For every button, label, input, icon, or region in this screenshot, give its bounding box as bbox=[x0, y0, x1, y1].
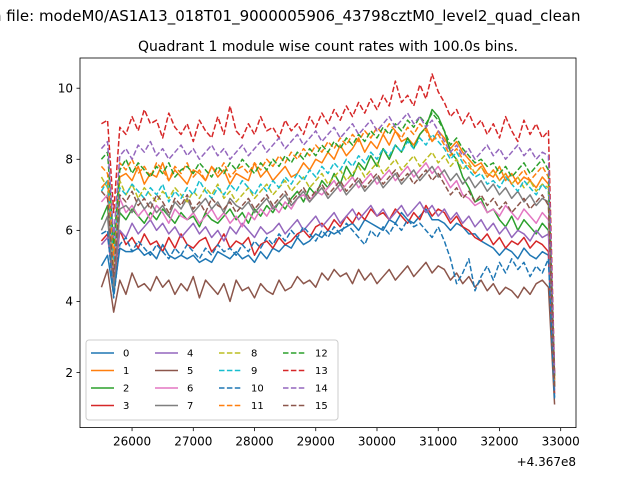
legend-label-4: 4 bbox=[187, 349, 193, 360]
legend-label-8: 8 bbox=[251, 349, 257, 360]
series-line-9 bbox=[100, 133, 556, 377]
legend-label-0: 0 bbox=[123, 349, 129, 360]
series-line-3 bbox=[100, 204, 556, 394]
legend-label-15: 15 bbox=[315, 401, 328, 412]
y-tick-label: 6 bbox=[65, 224, 73, 238]
chart-title: Quadrant 1 module wise count rates with … bbox=[138, 39, 518, 55]
series-line-6 bbox=[100, 162, 556, 384]
series-line-12 bbox=[100, 112, 556, 377]
x-tick-label: 33000 bbox=[542, 435, 580, 449]
x-axis: 26000 27000 28000 29000 30000 31000 32000 33000 bbox=[113, 427, 580, 449]
legend-label-12: 12 bbox=[315, 349, 328, 360]
legend-box bbox=[85, 339, 339, 421]
legend-label-1: 1 bbox=[123, 366, 129, 377]
legend-label-5: 5 bbox=[187, 366, 193, 377]
series-line-7 bbox=[100, 165, 556, 387]
axes-frame bbox=[79, 57, 577, 429]
x-tick-label: 27000 bbox=[174, 435, 212, 449]
series-lines bbox=[100, 73, 556, 405]
x-tick-label: 32000 bbox=[480, 435, 518, 449]
x-tick-label: 30000 bbox=[358, 435, 396, 449]
x-tick-label: 28000 bbox=[235, 435, 273, 449]
y-tick-label: 8 bbox=[65, 153, 73, 167]
x-offset-label: +4.367e8 bbox=[517, 455, 576, 469]
legend-label-2: 2 bbox=[123, 384, 129, 395]
legend-label-6: 6 bbox=[187, 384, 193, 395]
y-axis: 2 4 6 8 10 bbox=[58, 82, 80, 380]
series-line-11 bbox=[100, 123, 556, 380]
figure-suptitle: n file: modeM0/AS1A13_018T01_9000005906_… bbox=[0, 7, 581, 26]
legend-label-9: 9 bbox=[251, 366, 257, 377]
y-tick-label: 2 bbox=[65, 366, 73, 380]
y-tick-label: 4 bbox=[65, 295, 73, 309]
x-tick-label: 29000 bbox=[297, 435, 335, 449]
legend-label-3: 3 bbox=[123, 401, 129, 412]
legend-label-14: 14 bbox=[315, 384, 328, 395]
x-tick-label: 31000 bbox=[419, 435, 457, 449]
legend-label-11: 11 bbox=[251, 401, 264, 412]
legend-label-7: 7 bbox=[187, 401, 193, 412]
series-line-13 bbox=[101, 73, 556, 373]
series-line-15 bbox=[100, 169, 556, 387]
series-line-10 bbox=[101, 218, 556, 401]
x-tick-label: 26000 bbox=[113, 435, 151, 449]
series-line-14 bbox=[100, 112, 556, 377]
series-line-4 bbox=[100, 201, 556, 391]
y-tick-label: 10 bbox=[58, 82, 73, 96]
legend-label-13: 13 bbox=[315, 366, 328, 377]
legend-label-10: 10 bbox=[251, 384, 264, 395]
